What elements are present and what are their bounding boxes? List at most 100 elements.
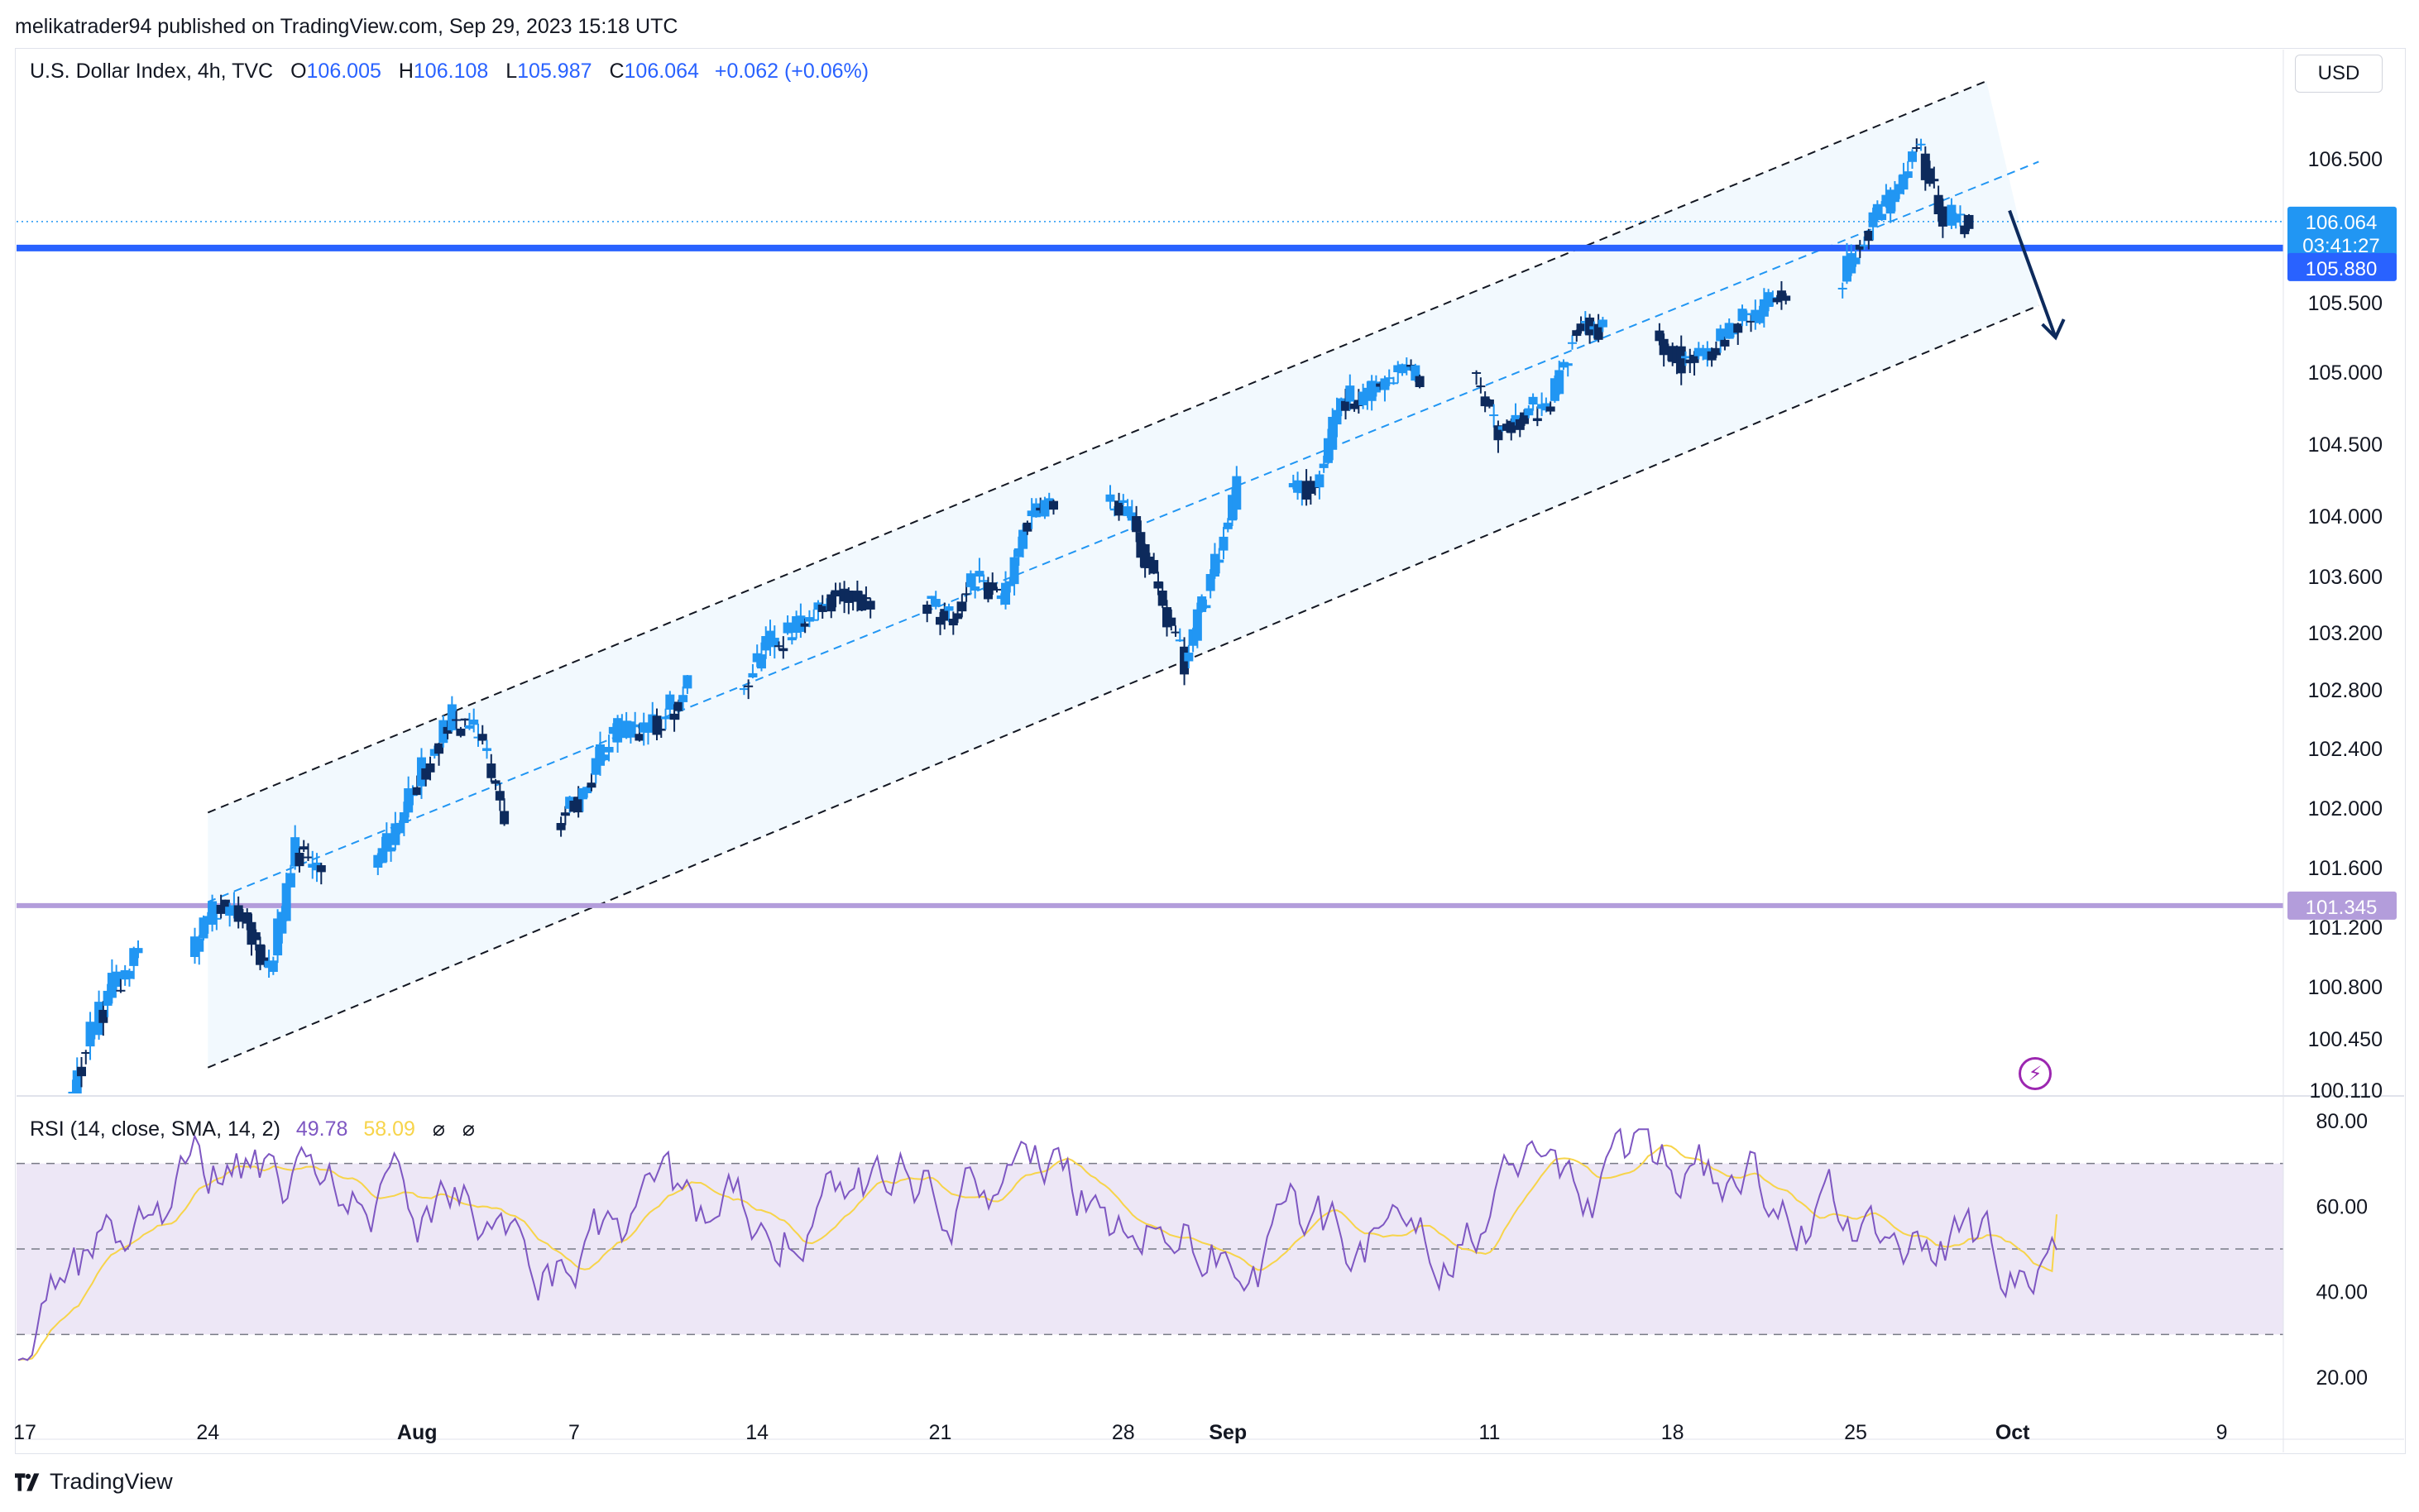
candle-body bbox=[1384, 377, 1394, 380]
candle-body bbox=[665, 694, 675, 710]
time-tick-label: 25 bbox=[1844, 1421, 1867, 1444]
candle-body bbox=[1520, 412, 1530, 424]
candle-body bbox=[1851, 257, 1861, 265]
candle-body bbox=[1532, 418, 1542, 422]
price-tick-label: 101.200 bbox=[2308, 916, 2383, 940]
candle-body bbox=[1166, 617, 1176, 626]
candle-body bbox=[957, 601, 967, 612]
candle-body bbox=[1916, 143, 1926, 146]
rsi-hidden-marker-2[interactable]: ⌀ bbox=[462, 1117, 475, 1141]
currency-button[interactable]: USD bbox=[2295, 55, 2383, 93]
candle-body bbox=[443, 726, 453, 734]
candle-body bbox=[1711, 347, 1721, 356]
candle-body bbox=[931, 599, 941, 607]
candle-body bbox=[857, 594, 867, 611]
price-tick-label: 102.400 bbox=[2308, 738, 2383, 761]
candle-body bbox=[739, 688, 749, 691]
time-tick-label: 14 bbox=[745, 1421, 769, 1444]
brand-name: TradingView bbox=[50, 1469, 173, 1494]
candle-body bbox=[98, 1009, 108, 1023]
candle-body bbox=[386, 847, 396, 852]
candle-body bbox=[1511, 414, 1521, 423]
candle-body bbox=[277, 912, 287, 934]
candle-body bbox=[303, 856, 313, 859]
candle-body bbox=[1380, 378, 1390, 390]
candle-body bbox=[1707, 351, 1717, 361]
candle-body bbox=[1872, 203, 1882, 215]
price-tick-label: 104.500 bbox=[2308, 433, 2383, 457]
candle-body bbox=[1929, 179, 1939, 182]
rsi-tick-label: 60.00 bbox=[2316, 1195, 2368, 1218]
candle-body bbox=[1724, 323, 1734, 339]
candle-body bbox=[1023, 522, 1032, 532]
candle-body bbox=[953, 613, 963, 620]
candle-body bbox=[1123, 506, 1133, 516]
candle-body bbox=[591, 758, 601, 775]
candle-body bbox=[604, 747, 614, 753]
candle-body bbox=[669, 713, 679, 720]
candle-body bbox=[1472, 372, 1482, 374]
candle-body bbox=[434, 743, 444, 754]
candle-body bbox=[421, 768, 431, 780]
tradingview-brand[interactable]: TradingView bbox=[15, 1469, 173, 1495]
candle-body bbox=[1515, 419, 1525, 430]
channel-lower-line bbox=[207, 304, 2039, 1069]
price-tick-label: 105.000 bbox=[2308, 361, 2383, 385]
candle-body bbox=[1728, 332, 1738, 335]
candle-body bbox=[961, 593, 971, 596]
candle-body bbox=[948, 619, 958, 626]
candle-body bbox=[1349, 403, 1359, 409]
candle-body bbox=[1890, 191, 1899, 203]
rsi-sma-value: 58.09 bbox=[363, 1117, 415, 1141]
tradingview-logo-icon bbox=[15, 1472, 40, 1491]
candle-body bbox=[1411, 365, 1420, 381]
candle-body bbox=[199, 917, 208, 939]
candle-body bbox=[1192, 609, 1202, 641]
rsi-sma-line bbox=[17, 1144, 2057, 1361]
candle-body bbox=[556, 823, 566, 830]
candle-body bbox=[133, 948, 143, 954]
chart-frame bbox=[15, 48, 2406, 1454]
candle-body bbox=[944, 606, 954, 611]
candle-body bbox=[1205, 573, 1215, 591]
projection-arrow-head bbox=[2041, 318, 2066, 341]
candle-body bbox=[1009, 557, 1019, 585]
candle-body bbox=[76, 1066, 86, 1077]
candle-body bbox=[936, 616, 945, 625]
candle-body bbox=[295, 853, 304, 867]
candle-body bbox=[1554, 370, 1564, 395]
candle-body bbox=[412, 787, 422, 796]
candle-body bbox=[1040, 500, 1050, 517]
candle-body bbox=[495, 791, 505, 801]
open-key: O bbox=[290, 60, 307, 83]
candle-body bbox=[769, 638, 779, 648]
price-tick-label: 101.600 bbox=[2308, 857, 2383, 880]
candle-body bbox=[1323, 438, 1333, 463]
publish-info: melikatrader94 published on TradingView.… bbox=[15, 15, 678, 38]
candle-body bbox=[1689, 354, 1699, 363]
candle-body bbox=[464, 725, 474, 729]
candle-body bbox=[1219, 536, 1229, 551]
candle-body bbox=[1720, 339, 1730, 347]
candle-body bbox=[68, 1091, 78, 1093]
candle-body bbox=[600, 754, 610, 761]
low-key: L bbox=[505, 60, 518, 83]
candle-body bbox=[979, 580, 989, 582]
candle-body bbox=[1925, 168, 1935, 184]
candle-body bbox=[1210, 553, 1219, 577]
candle-body bbox=[1676, 346, 1686, 374]
rsi-hidden-marker-1[interactable]: ⌀ bbox=[432, 1117, 445, 1141]
candle-body bbox=[1001, 582, 1011, 605]
candle-body bbox=[1489, 414, 1499, 417]
flash-icon[interactable]: ⚡ bbox=[2019, 1057, 2052, 1090]
candle-body bbox=[748, 672, 758, 677]
candle-body bbox=[1184, 653, 1194, 662]
candle-body bbox=[983, 582, 993, 600]
candle-body bbox=[639, 722, 649, 733]
candle-body bbox=[408, 794, 418, 797]
candle-body bbox=[1293, 480, 1303, 493]
candle-body bbox=[661, 716, 671, 720]
candle-body bbox=[1568, 342, 1578, 344]
candle-body bbox=[1319, 463, 1329, 468]
